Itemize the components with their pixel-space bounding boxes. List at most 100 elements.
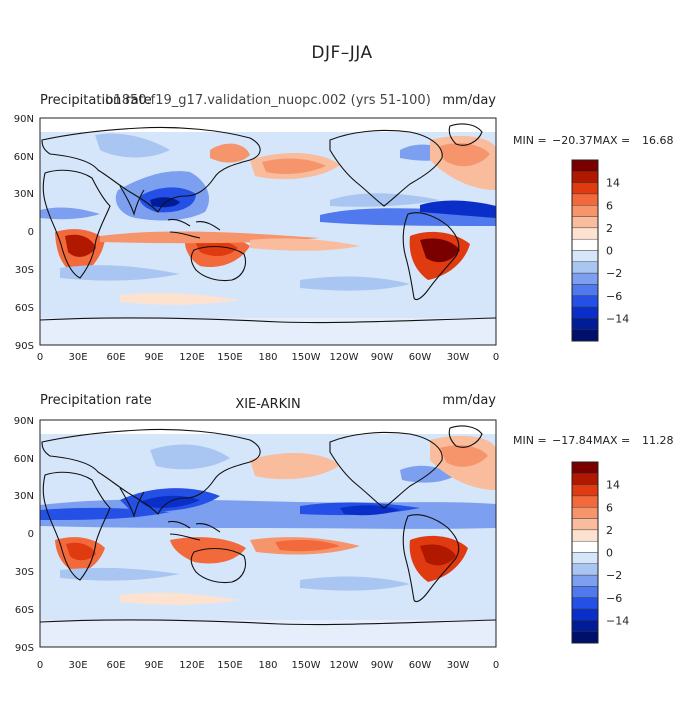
figure-title: DJF–JJA	[311, 43, 372, 63]
colorbar-swatch	[571, 495, 599, 508]
colorbar-swatch	[571, 238, 599, 251]
colorbar-swatch	[571, 620, 599, 632]
lat-tick-label: 30S	[15, 265, 34, 276]
colorbar-model: 14 6 2 0 −2 −6 −14	[571, 159, 629, 342]
colorbar-swatch	[571, 529, 599, 542]
lon-tick-label: 180	[258, 352, 277, 363]
lon-axis-obs: 0 30E 60E 90E 120E 150E 180 150W 120W 90…	[37, 660, 499, 671]
panel-obs-source: XIE-ARKIN	[235, 397, 300, 412]
lat-tick-label: 0	[28, 227, 34, 238]
panel-model-units: mm/day	[442, 93, 496, 108]
stats-model: MIN = −20.37 MAX = 16.68	[513, 134, 674, 147]
lon-tick-label: 120W	[330, 660, 359, 671]
lon-tick-label: 60W	[409, 352, 432, 363]
colorbar-swatch	[571, 507, 599, 519]
panel-model-case: b1850.f19_g17.validation_nuopc.002 (yrs …	[105, 93, 431, 108]
lat-tick-label: 90S	[15, 341, 34, 352]
stats-obs: MIN = −17.84 MAX = 11.28	[513, 434, 674, 447]
colorbar-swatch	[571, 461, 599, 474]
colorbar-level-label: 0	[606, 547, 613, 560]
coastlines-model	[40, 123, 496, 324]
colorbar-swatch	[571, 574, 599, 587]
colorbar-level-label: −6	[606, 592, 622, 605]
lat-tick-label: 60N	[14, 152, 34, 163]
colorbar-swatch	[571, 563, 599, 576]
colorbar-level-label: 14	[606, 479, 620, 492]
panel-model: Precipitation rate b1850.f19_g17.validat…	[14, 93, 674, 363]
colorbar-level-label: −6	[606, 290, 622, 303]
colorbar-swatch	[571, 295, 599, 308]
lon-tick-label: 90W	[371, 660, 394, 671]
panel-model-variable: Precipitation rate	[40, 93, 152, 108]
lon-tick-label: 0	[493, 352, 499, 363]
coastlines-obs	[40, 425, 496, 626]
lon-tick-label: 90E	[144, 660, 163, 671]
lon-tick-label: 30E	[68, 352, 87, 363]
colorbar-level-label: 2	[606, 524, 613, 537]
lon-tick-label: 60E	[106, 660, 125, 671]
colorbar-level-label: 14	[606, 177, 620, 190]
lon-tick-label: 90W	[371, 352, 394, 363]
max-value: 16.68	[642, 134, 674, 147]
colorbar-frame	[571, 461, 599, 644]
colorbar-level-label: 2	[606, 222, 613, 235]
colorbar-level-label: 0	[606, 245, 613, 258]
colorbar-level-label: −2	[606, 267, 622, 280]
lat-tick-label: 90S	[15, 643, 34, 654]
map-frame-model	[39, 117, 497, 346]
lat-tick-label: 0	[28, 529, 34, 540]
lon-tick-label: 30W	[447, 660, 470, 671]
lon-tick-label: 60E	[106, 352, 125, 363]
lon-tick-label: 180	[258, 660, 277, 671]
colorbar-level-label: 6	[606, 199, 613, 212]
panel-obs-units: mm/day	[442, 393, 496, 408]
colorbar-swatch	[571, 631, 599, 644]
min-value: −17.84	[552, 434, 593, 447]
colorbar-swatch	[571, 473, 599, 485]
colorbar-obs: 14 6 2 0 −2 −6 −14	[571, 461, 629, 644]
colorbar-swatch	[571, 284, 599, 296]
colorbar-swatch	[571, 261, 599, 274]
colorbar-swatch	[571, 608, 599, 621]
lon-tick-label: 150E	[217, 352, 242, 363]
colorbar-level-label: −14	[606, 312, 629, 325]
max-value: 11.28	[642, 434, 674, 447]
colorbar-swatch	[571, 205, 599, 217]
colorbar-swatch	[571, 597, 599, 610]
colorbar-swatch	[571, 329, 599, 342]
max-label: MAX =	[593, 134, 630, 147]
colorbar-swatch	[571, 552, 599, 565]
lon-tick-label: 0	[37, 352, 43, 363]
min-label: MIN =	[513, 134, 547, 147]
precip-map-obs	[40, 420, 496, 647]
colorbar-level-label: 6	[606, 501, 613, 514]
lat-tick-label: 30N	[14, 189, 34, 200]
colorbar-swatch	[571, 182, 599, 195]
precip-map-model	[40, 118, 496, 345]
colorbar-level-label: −2	[606, 569, 622, 582]
lon-tick-label: 120E	[179, 352, 204, 363]
colorbar-frame	[571, 159, 599, 342]
lon-tick-label: 150E	[217, 660, 242, 671]
lon-tick-label: 30E	[68, 660, 87, 671]
colorbar-swatch	[571, 318, 599, 330]
lat-tick-label: 60N	[14, 454, 34, 465]
lon-tick-label: 60W	[409, 660, 432, 671]
lat-tick-label: 60S	[15, 303, 34, 314]
colorbar-swatch	[571, 484, 599, 497]
lon-tick-label: 90E	[144, 352, 163, 363]
lon-tick-label: 120E	[179, 660, 204, 671]
lon-tick-label: 0	[37, 660, 43, 671]
lon-tick-label: 30W	[447, 352, 470, 363]
lat-tick-label: 90N	[14, 416, 34, 427]
max-label: MAX =	[593, 434, 630, 447]
map-frame-obs	[39, 419, 497, 648]
colorbar-swatch	[571, 216, 599, 229]
lat-tick-label: 90N	[14, 114, 34, 125]
lon-tick-label: 150W	[292, 352, 321, 363]
min-label: MIN =	[513, 434, 547, 447]
colorbar-level-label: −14	[606, 614, 629, 627]
lon-tick-label: 150W	[292, 660, 321, 671]
colorbar-swatch	[571, 159, 599, 172]
